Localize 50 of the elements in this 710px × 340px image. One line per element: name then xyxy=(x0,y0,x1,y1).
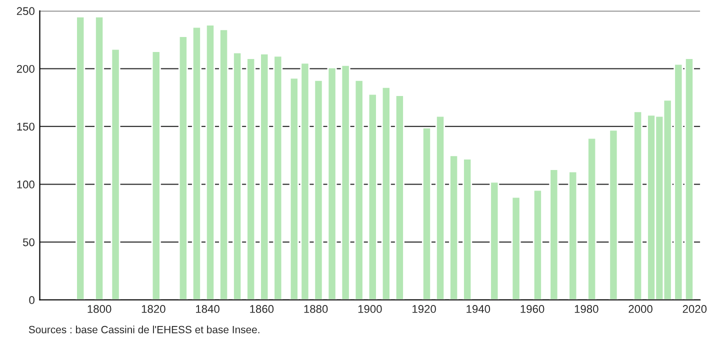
y-tick-label: 150 xyxy=(17,122,34,131)
bar xyxy=(532,189,542,300)
y-tick-label: 50 xyxy=(22,238,34,246)
x-tick-label: 1900 xyxy=(358,305,382,313)
bar xyxy=(381,86,391,300)
bar xyxy=(232,52,242,300)
bar xyxy=(246,58,256,300)
bar xyxy=(151,50,161,300)
bar xyxy=(587,137,597,300)
bar xyxy=(314,80,324,300)
bar xyxy=(192,26,202,300)
bar xyxy=(178,36,188,300)
bar xyxy=(394,94,404,300)
bar xyxy=(368,93,378,300)
x-tick-label: 1920 xyxy=(412,305,436,313)
bar xyxy=(110,48,120,300)
bar xyxy=(219,28,229,300)
x-tick-label: 1880 xyxy=(304,305,328,313)
bar xyxy=(490,181,500,300)
y-tick-label: 0 xyxy=(29,296,34,304)
bar xyxy=(633,110,643,300)
source-note: Sources : base Cassini de l'EHESS et base Insee. xyxy=(28,326,260,334)
bar xyxy=(340,64,350,300)
bar xyxy=(205,24,215,300)
bar xyxy=(608,129,618,300)
bar xyxy=(327,66,337,300)
bar xyxy=(436,115,446,300)
x-tick-label: 1840 xyxy=(196,305,220,313)
bar xyxy=(354,80,364,300)
bar xyxy=(94,16,104,300)
bar xyxy=(273,55,283,300)
bar xyxy=(422,126,432,300)
x-tick-label: 2020 xyxy=(682,305,707,313)
x-tick-label: 1820 xyxy=(142,305,166,313)
y-tick-label: 200 xyxy=(16,64,34,73)
bar xyxy=(449,154,459,300)
x-tick-label: 1860 xyxy=(250,305,274,313)
x-tick-label: 1800 xyxy=(88,305,112,313)
y-tick-label: 100 xyxy=(17,180,34,188)
bar xyxy=(462,158,472,300)
bar xyxy=(568,170,578,300)
x-tick-label: 1940 xyxy=(466,305,490,313)
y-tick-label: 250 xyxy=(16,7,34,16)
x-tick-label: 2000 xyxy=(628,305,652,313)
x-tick-label: 1960 xyxy=(520,305,544,313)
bar xyxy=(511,196,521,300)
x-tick-label: 1980 xyxy=(574,305,598,313)
bar xyxy=(76,16,86,300)
bar xyxy=(549,168,559,300)
bar xyxy=(260,52,270,300)
